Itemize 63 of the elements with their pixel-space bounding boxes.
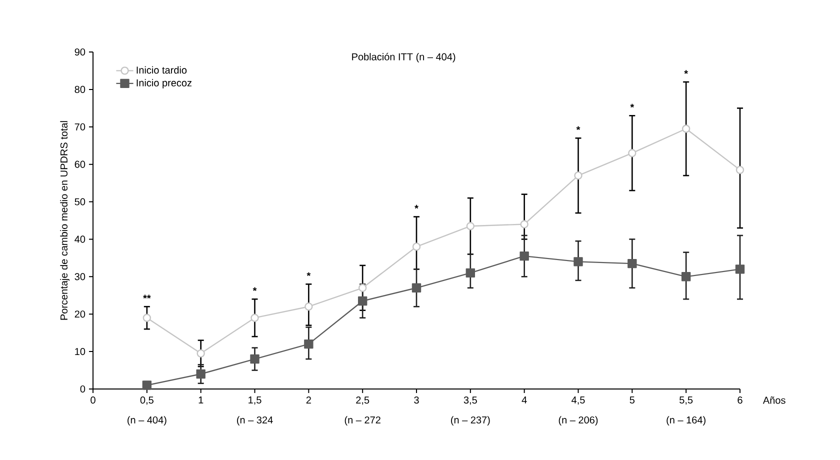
point bbox=[142, 314, 152, 322]
annotation: ** bbox=[143, 294, 151, 298]
point bbox=[574, 257, 583, 266]
point bbox=[574, 171, 582, 180]
annotation: * bbox=[630, 104, 634, 108]
text: (n – 324 bbox=[237, 416, 273, 426]
y-axis-title: Porcentaje de cambio medio en UPDRS total bbox=[60, 121, 70, 320]
point bbox=[735, 264, 745, 274]
text: (n – 237) bbox=[451, 416, 490, 426]
annotation: * bbox=[414, 204, 418, 209]
point bbox=[412, 242, 421, 251]
text: (n – 272 bbox=[344, 416, 380, 426]
y-tick-label: 70 bbox=[74, 123, 86, 130]
point bbox=[681, 272, 691, 282]
point bbox=[304, 339, 314, 349]
chart-title: Población ITT (n – 404) bbox=[352, 52, 456, 62]
point bbox=[520, 251, 529, 261]
y-tick-label: 50 bbox=[74, 198, 86, 206]
y-tick-label: 80 bbox=[74, 86, 86, 93]
x-tick-label: 2 bbox=[306, 396, 311, 404]
text: (n – 164) bbox=[666, 416, 706, 426]
text: (n – 404) bbox=[128, 416, 166, 426]
point bbox=[358, 296, 368, 306]
x-tick-label: 0 bbox=[90, 396, 96, 404]
point bbox=[196, 369, 206, 379]
y-tick-label: 0 bbox=[80, 385, 86, 393]
point bbox=[628, 258, 637, 268]
x-tick-label: 2,5 bbox=[356, 396, 370, 405]
annotation: * bbox=[684, 70, 688, 74]
text: (n – 206) bbox=[558, 416, 598, 426]
x-tick-label: 1,5 bbox=[248, 396, 262, 405]
point bbox=[304, 302, 313, 311]
point bbox=[250, 354, 260, 364]
point bbox=[682, 124, 690, 133]
point bbox=[250, 314, 259, 322]
annotation: * bbox=[576, 126, 580, 130]
point bbox=[628, 148, 636, 158]
x-tick-label: 4,5 bbox=[572, 396, 585, 405]
x-axis-title: Años bbox=[762, 396, 786, 404]
x-tick-label: 3,5 bbox=[464, 396, 477, 405]
x-tick-label: 0,5 bbox=[140, 396, 154, 405]
x-tick-label: 3 bbox=[414, 396, 419, 404]
point bbox=[466, 268, 476, 278]
y-tick-label: 30 bbox=[74, 273, 86, 280]
legend-label: Inicio precoz bbox=[136, 79, 192, 88]
x-tick-label: 1 bbox=[198, 396, 204, 404]
annotation: * bbox=[252, 287, 257, 292]
point bbox=[736, 166, 744, 174]
point bbox=[520, 220, 528, 228]
x-tick-label: 6 bbox=[738, 396, 742, 404]
point bbox=[466, 222, 475, 230]
point bbox=[196, 349, 205, 358]
x-tick-label: 5,5 bbox=[680, 396, 693, 405]
x-tick-label: 5 bbox=[630, 396, 635, 404]
y-tick-label: 90 bbox=[74, 48, 86, 56]
y-tick-label: 60 bbox=[74, 160, 86, 168]
legend-label: Inicio tardio bbox=[136, 66, 187, 74]
annotation: * bbox=[306, 272, 311, 276]
y-tick-label: 40 bbox=[74, 236, 86, 243]
point bbox=[412, 283, 422, 292]
y-tick-label: 20 bbox=[74, 310, 86, 318]
y-tick-label: 10 bbox=[75, 348, 86, 356]
x-tick-label: 4 bbox=[522, 396, 527, 404]
